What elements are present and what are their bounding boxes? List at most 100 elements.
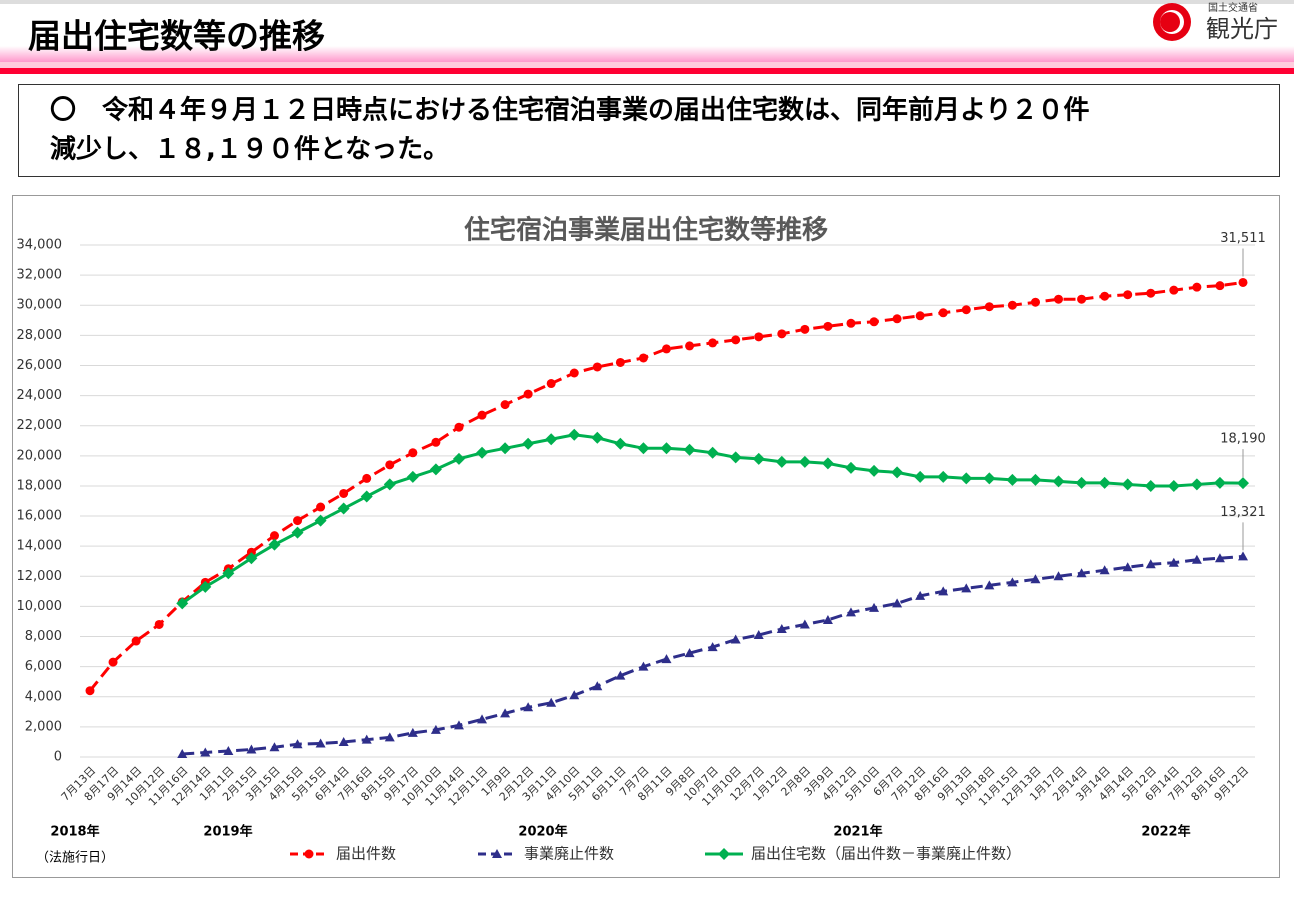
point [431,437,441,447]
point [960,472,973,485]
point [1098,476,1111,489]
point [1054,294,1064,304]
point [1144,479,1157,492]
point [984,302,994,312]
legend-marker [492,849,502,858]
point [754,332,764,342]
point [523,389,533,399]
point [662,344,671,354]
point [961,583,972,593]
point [846,318,856,328]
note: （法施行日） [36,851,114,866]
point [454,422,464,432]
y-tick-label: 18,000 [17,478,63,493]
point [1192,282,1202,292]
point [293,516,303,526]
point [915,590,926,600]
point [1007,300,1017,310]
summary-box [18,84,1280,177]
point [223,745,234,755]
point [361,734,372,744]
point [315,738,326,748]
point [154,619,164,629]
y-tick-label: 4,000 [25,689,62,704]
legend-label: 届出件数 [336,845,396,863]
point [360,490,373,503]
point [938,586,949,596]
point [1214,553,1225,563]
year-label: 2020年 [518,824,567,840]
y-tick-label: 14,000 [17,539,63,554]
y-tick-label: 28,000 [17,328,63,343]
point [383,478,396,491]
point [844,461,857,474]
point [984,580,995,590]
point [1099,565,1110,575]
point [1123,290,1133,300]
point [339,488,349,498]
year-label: 2022年 [1141,824,1190,840]
legend-label: 届出住宅数（届出件数－事業廃止件数） [751,845,1021,863]
point [269,531,279,541]
point [1213,476,1226,489]
year-label: 2019年 [203,824,252,840]
header-band [0,46,1294,62]
point [545,433,558,446]
series-line [88,280,1244,692]
point [177,748,188,758]
point [615,670,626,680]
legend-marker [304,849,314,859]
chart-title: 住宅宿泊事業届出住宅数等推移 [464,215,828,246]
point [892,598,903,608]
point [384,732,395,742]
point [430,724,441,734]
point [753,630,764,640]
point [685,341,695,351]
point [1191,554,1202,564]
point [706,446,719,459]
point [176,597,189,610]
summary-line: 〇 令和４年９月１２日時点における住宅宿泊事業の届出住宅数は、同年前月より２０件 [50,95,1089,126]
point [1122,562,1133,572]
point [523,702,534,712]
chart-frame [12,195,1280,878]
point [406,470,419,483]
y-tick-label: 6,000 [25,659,62,674]
point [729,451,742,464]
point [476,446,489,459]
point [776,624,787,633]
ministry: 国土交通省 [1208,1,1258,14]
point [937,470,950,483]
point [569,368,579,378]
point [731,335,741,345]
summary-line: 減少し、１８,１９０件となった。 [50,135,449,165]
point [338,736,349,746]
point [1030,574,1041,584]
point [408,448,418,458]
point [1238,277,1248,287]
point [362,473,372,483]
point [637,442,650,455]
point [891,466,904,479]
point [291,526,304,539]
year-label: 2018年 [50,824,99,840]
point [385,460,395,470]
point [1076,568,1087,578]
point [1168,557,1179,567]
point [938,308,948,318]
point [453,720,464,730]
point [591,431,604,444]
point [246,744,257,754]
point [499,442,512,455]
point [316,502,326,512]
point [522,437,535,450]
point [708,338,718,348]
point [1121,478,1134,491]
point [684,648,695,658]
point [477,410,487,420]
point [222,567,235,580]
point [569,690,580,700]
point [1053,571,1064,581]
point [983,472,996,485]
point [477,714,488,724]
